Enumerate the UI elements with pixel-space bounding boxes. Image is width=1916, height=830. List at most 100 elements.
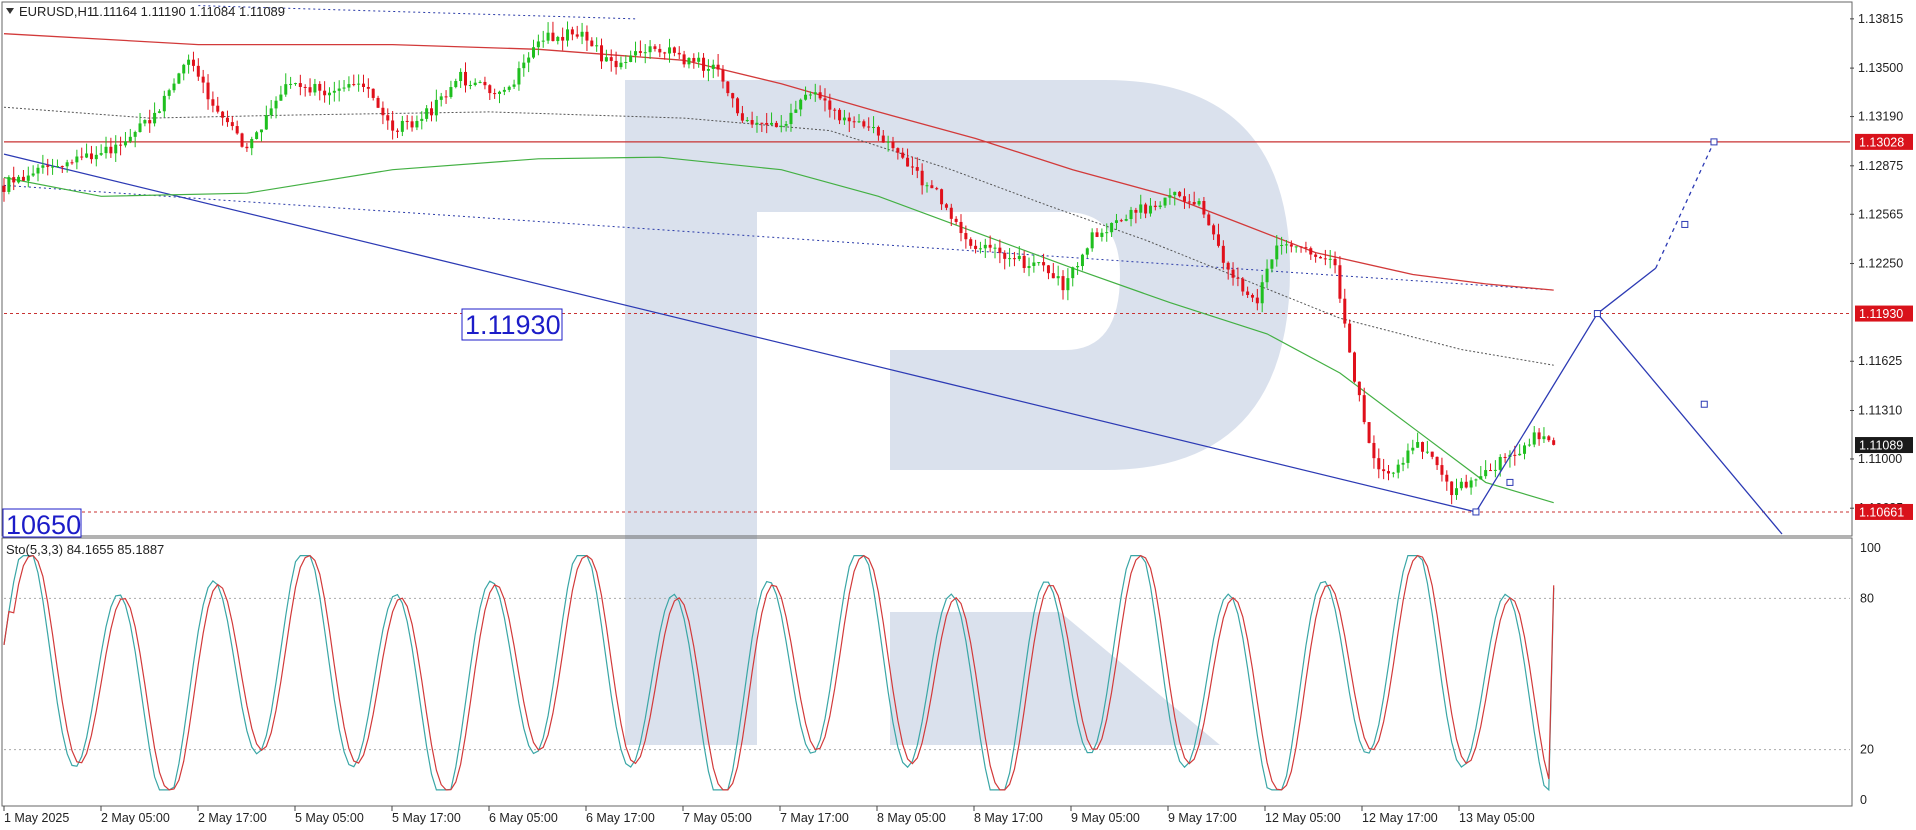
- candle-body: [1216, 234, 1220, 246]
- candle-body: [906, 157, 910, 167]
- candle-body: [604, 57, 608, 62]
- candle-body: [794, 109, 798, 113]
- price-tick-label: 1.12565: [1858, 207, 1903, 221]
- candle-body: [1406, 450, 1410, 463]
- candle-body: [318, 83, 322, 91]
- candle-body: [920, 170, 924, 186]
- time-tick-label: 5 May 05:00: [295, 811, 364, 825]
- low-level-annotation[interactable]: 10650: [2, 508, 82, 540]
- candle-body: [1197, 200, 1201, 205]
- candle-body: [1343, 298, 1347, 324]
- price-badge: [1855, 133, 1913, 150]
- candle-body: [352, 84, 356, 86]
- candle-body: [1265, 268, 1269, 283]
- candle-body: [541, 40, 545, 42]
- target-level-annotation[interactable]: 1.11930: [461, 308, 563, 341]
- candle-body: [99, 153, 103, 155]
- candle-body: [1051, 273, 1055, 279]
- candle-body: [1484, 470, 1488, 477]
- candle-body: [1090, 232, 1094, 249]
- candle-body: [31, 173, 35, 176]
- forecast-path: [1472, 138, 1783, 535]
- candle-body: [133, 131, 137, 137]
- candle-body: [1450, 481, 1454, 496]
- time-tick-label: 8 May 17:00: [974, 811, 1043, 825]
- candle-body: [1119, 220, 1123, 222]
- candle-body: [619, 62, 623, 68]
- candle-body: [1420, 442, 1425, 452]
- channel-line: [3, 184, 1554, 291]
- candle-body: [614, 60, 618, 68]
- candle-body: [561, 36, 565, 41]
- candle-body: [17, 176, 21, 183]
- candle-body: [852, 121, 856, 123]
- candle-body: [172, 83, 176, 91]
- candle-body: [196, 65, 200, 77]
- candle-body: [585, 31, 589, 41]
- candle-body: [1445, 474, 1449, 482]
- candle-body: [255, 132, 259, 139]
- candle-body: [842, 117, 846, 121]
- candle-body: [337, 88, 341, 91]
- candle-body: [974, 245, 978, 249]
- candle-body: [940, 189, 944, 205]
- candle-body: [653, 46, 657, 49]
- candle-body: [502, 89, 506, 92]
- candle-body: [891, 141, 895, 149]
- candle-body: [702, 57, 706, 71]
- stoch-signal-line: [3, 554, 1555, 791]
- candle-body: [1207, 214, 1211, 226]
- candle-body: [1328, 258, 1332, 260]
- time-tick-label: 6 May 05:00: [489, 811, 558, 825]
- candle-body: [959, 221, 963, 234]
- candle-body: [590, 40, 594, 47]
- candle-body: [429, 108, 434, 116]
- candle-body: [765, 122, 769, 125]
- symbol-label: EURUSD,H1: [19, 4, 94, 19]
- forecast-segment: [1475, 313, 1598, 513]
- candle-body: [1513, 454, 1517, 456]
- candle-body: [1027, 265, 1031, 269]
- time-tick-label: 13 May 05:00: [1459, 811, 1535, 825]
- candle-body: [711, 64, 715, 69]
- candle-body: [405, 120, 409, 122]
- candle-body: [463, 71, 468, 86]
- candle-body: [1066, 278, 1070, 291]
- candle-body: [944, 204, 948, 208]
- time-tick-label: 7 May 05:00: [683, 811, 752, 825]
- candle-body: [2, 185, 6, 192]
- candle-body: [1250, 294, 1254, 298]
- candle-body: [1304, 247, 1308, 249]
- candle-body: [235, 126, 239, 134]
- candle-body: [784, 124, 788, 126]
- collapse-triangle-icon[interactable]: [6, 8, 14, 14]
- candle-body: [415, 120, 419, 128]
- candle-body: [313, 83, 317, 93]
- stoch-tick-label: 20: [1860, 743, 1874, 757]
- candle-body: [716, 64, 720, 70]
- candle-body: [551, 32, 555, 42]
- candle-body: [138, 123, 142, 132]
- horizontal-levels: [3, 5, 1850, 513]
- candle-body: [187, 59, 191, 65]
- candle-body: [153, 112, 157, 124]
- candle-body: [536, 41, 540, 48]
- candle-body: [687, 57, 691, 65]
- candle-body: [789, 112, 793, 125]
- candle-body: [876, 127, 880, 136]
- candle-body: [1231, 269, 1235, 278]
- candle-body: [808, 94, 812, 96]
- candle-body: [1309, 248, 1313, 255]
- main-pane: [1, 1, 1853, 537]
- candle-body: [1148, 205, 1152, 214]
- forecast-node: [1710, 138, 1718, 146]
- price-axis: 1.13815 1.13500 1.13190 1.12875 1.12565 1.122…: [1850, 12, 1903, 807]
- candle-body: [119, 144, 123, 146]
- candle-body: [308, 87, 312, 93]
- candle-body: [264, 115, 268, 130]
- price-tick-label: 1.11000: [1858, 452, 1902, 466]
- time-tick-label: 2 May 05:00: [101, 811, 170, 825]
- candle-body: [915, 167, 919, 171]
- candle-body: [1046, 265, 1050, 274]
- price-badge: [1855, 503, 1913, 520]
